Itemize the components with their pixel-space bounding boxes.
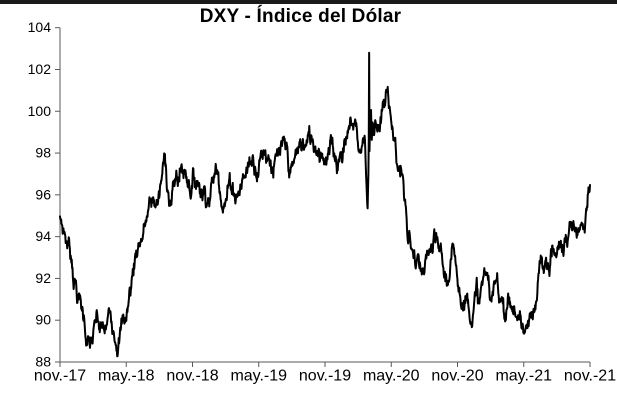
- svg-text:nov.-17: nov.-17: [34, 368, 86, 385]
- svg-text:nov.-20: nov.-20: [431, 368, 483, 385]
- svg-text:92: 92: [35, 270, 51, 286]
- svg-text:nov.-21: nov.-21: [564, 368, 616, 385]
- svg-text:nov.-19: nov.-19: [299, 368, 351, 385]
- svg-text:98: 98: [35, 145, 51, 161]
- svg-text:104: 104: [28, 19, 52, 35]
- svg-text:96: 96: [35, 186, 51, 202]
- svg-text:may.-18: may.-18: [98, 368, 155, 385]
- svg-text:nov.-18: nov.-18: [166, 368, 218, 385]
- svg-text:100: 100: [28, 103, 52, 119]
- svg-text:102: 102: [28, 61, 52, 77]
- svg-text:may.-20: may.-20: [363, 368, 420, 385]
- svg-text:94: 94: [35, 228, 51, 244]
- svg-text:90: 90: [35, 312, 51, 328]
- svg-text:may.-21: may.-21: [495, 368, 552, 385]
- svg-text:may.-19: may.-19: [230, 368, 287, 385]
